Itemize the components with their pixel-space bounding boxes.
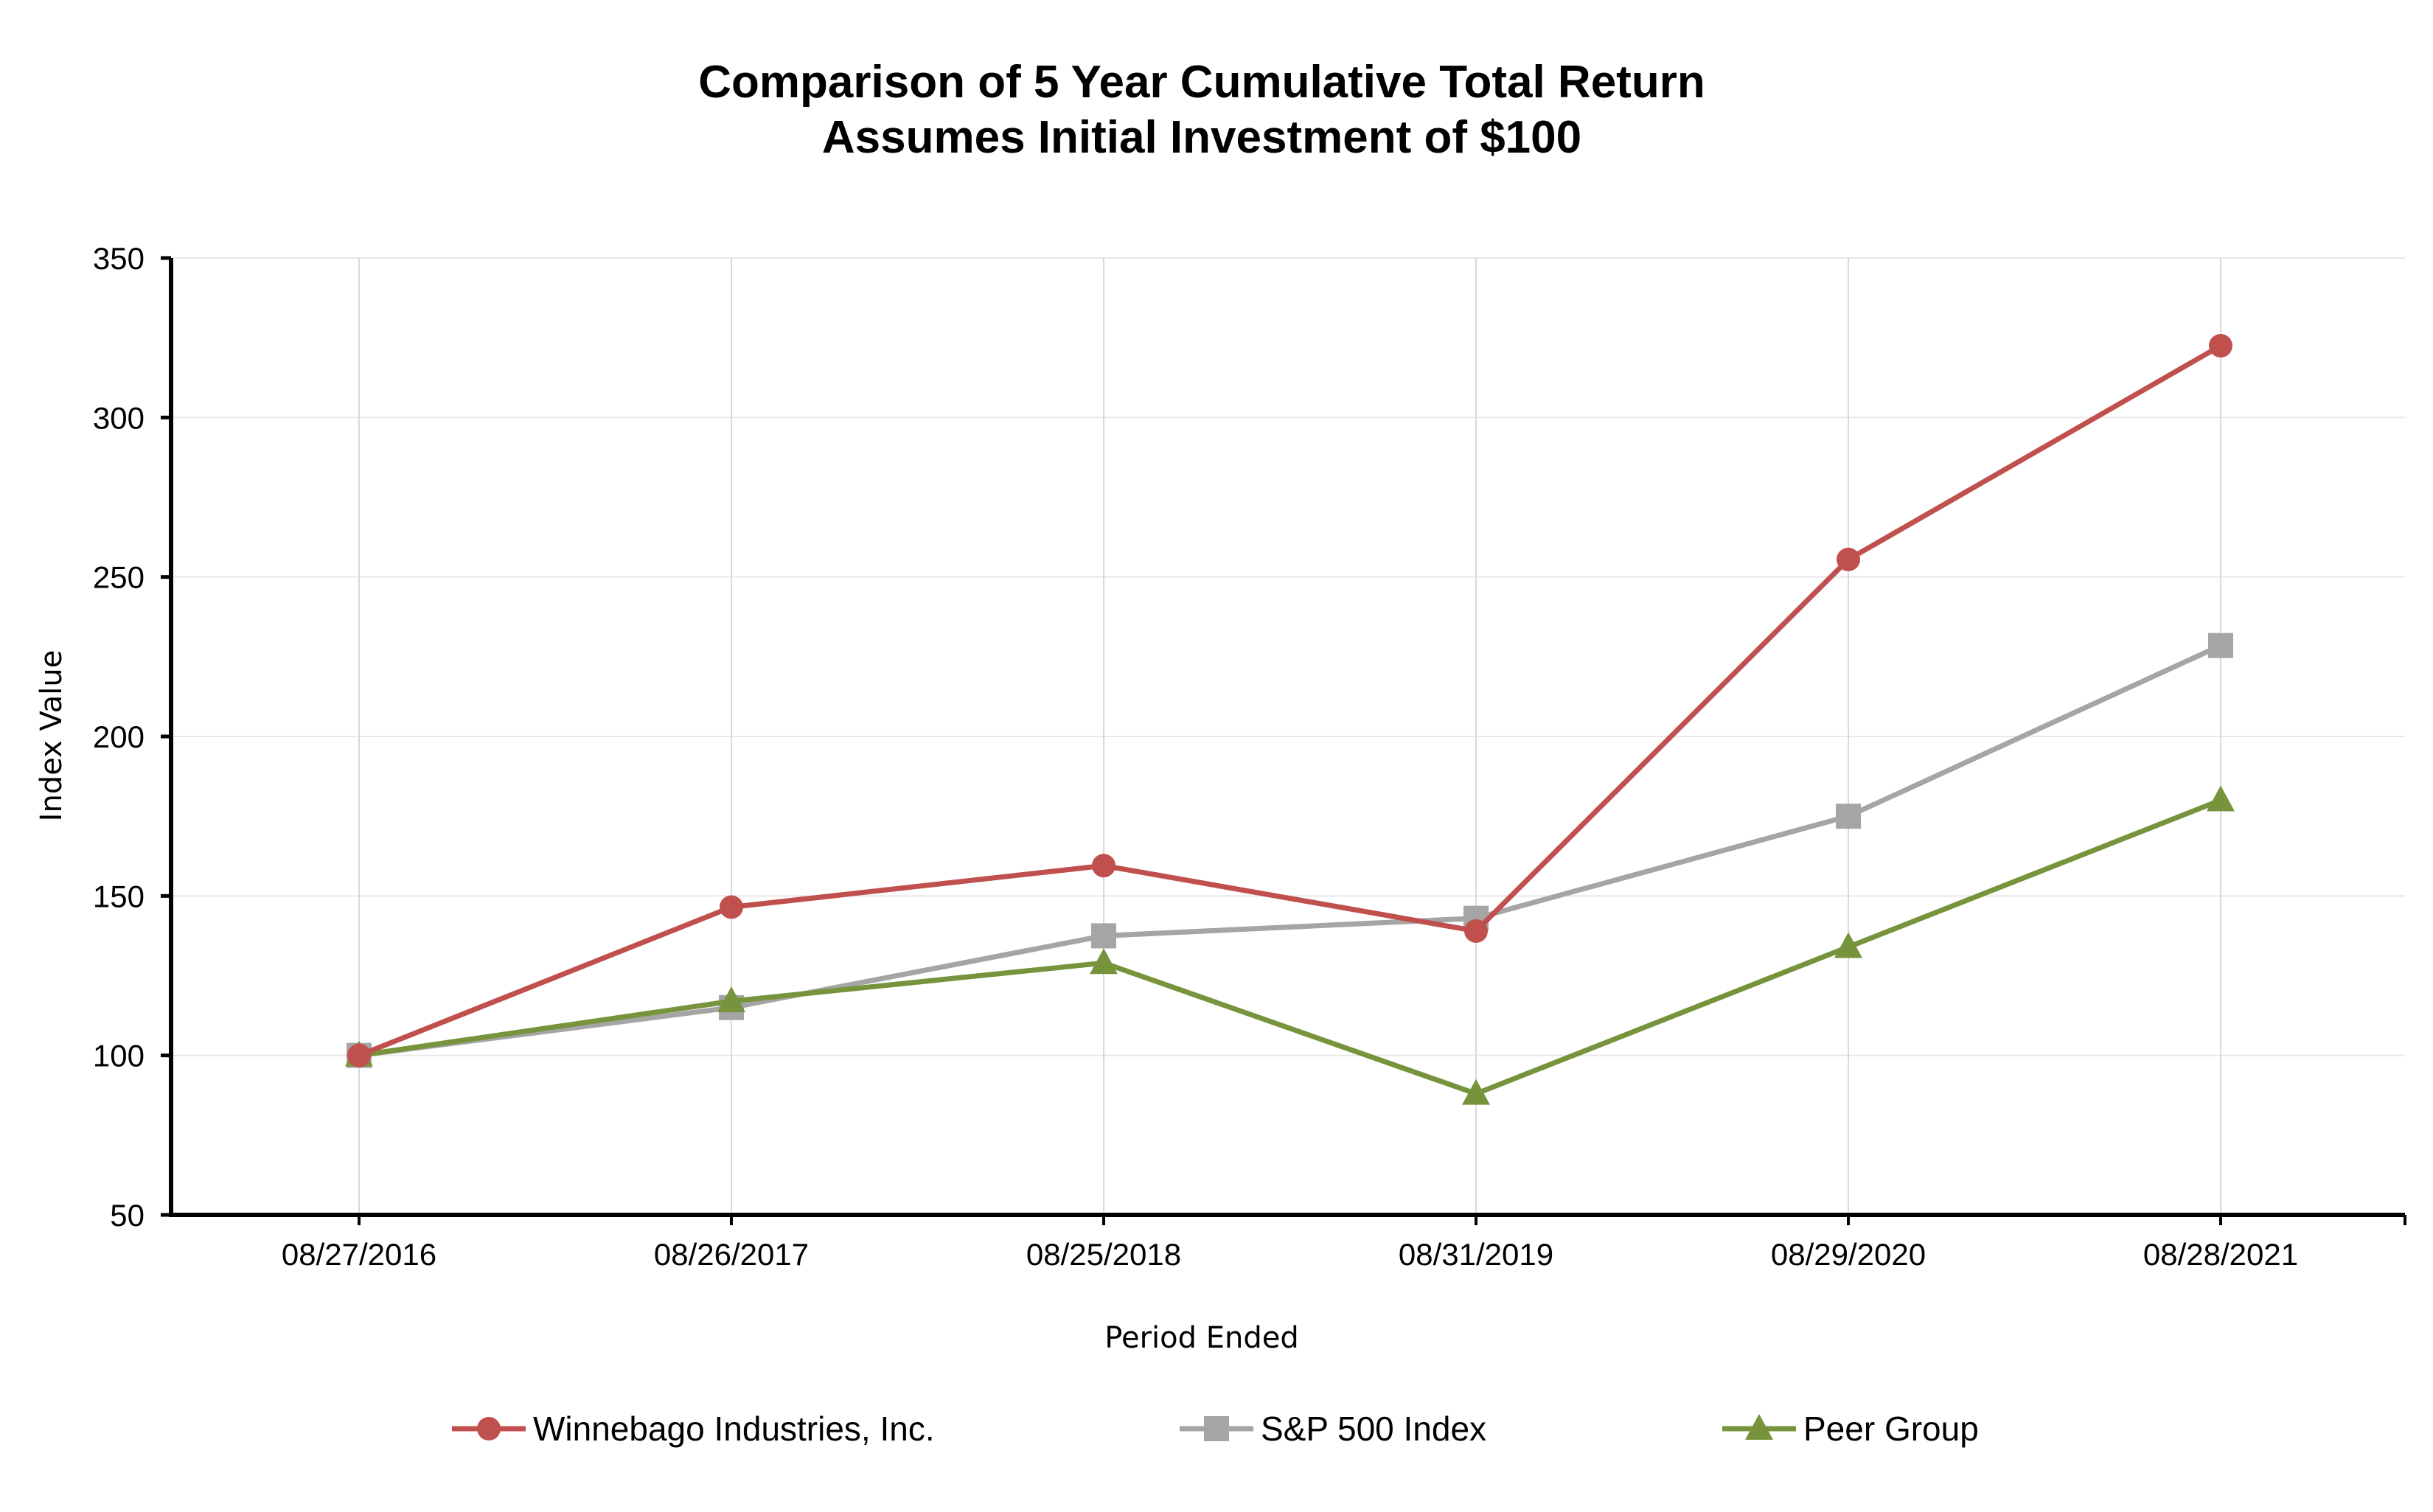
series-line [358,643,2222,1059]
data-point [2207,785,2235,812]
y-tick-label: 150 [93,879,145,913]
data-point [1091,923,1116,949]
series-0 [347,333,2232,1067]
legend-item: S&P 500 Index [1180,1410,1486,1448]
data-point [720,895,743,919]
legend-item: Peer Group [1722,1410,1979,1448]
y-tick-label: 250 [93,560,145,595]
x-tick-label: 08/28/2021 [2143,1237,2298,1272]
chart-title: Comparison of 5 Year Cumulative Total Re… [698,57,1705,108]
legend-label: S&P 500 Index [1261,1410,1486,1448]
y-tick-label: 50 [110,1198,145,1233]
series-line [358,798,2222,1097]
series [345,333,2235,1105]
x-tick-label: 08/31/2019 [1399,1237,1553,1272]
data-point [1092,854,1115,878]
y-tick-label: 300 [93,400,145,435]
x-tick-label: 08/27/2016 [282,1237,436,1272]
series-1 [347,633,2233,1068]
legend: Winnebago Industries, Inc. S&P 500 Index P… [452,1410,1979,1448]
axes: 50 100 150 200 250 300 350 08/27/2016 08/26/2017… [93,241,2406,1272]
series-2 [345,785,2235,1105]
data-point [1834,932,1862,958]
x-tick-label: 08/29/2020 [1771,1237,1926,1272]
y-tick-label: 350 [93,241,145,276]
x-tick-label: 08/25/2018 [1026,1237,1181,1272]
y-axis-title: Index Value [35,650,69,822]
x-tick-label: 08/26/2017 [654,1237,809,1272]
legend-marker [1745,1414,1773,1440]
data-point [347,1043,371,1067]
data-point [717,986,745,1013]
data-point [2209,333,2232,358]
gridlines [171,257,2405,1215]
data-point [1836,804,1861,829]
y-tick-label: 200 [93,720,145,754]
y-tick-label: 100 [93,1039,145,1073]
chart-subtitle: Assumes Initial Investment of $100 [822,112,1581,163]
x-axis-title: Period Ended [1104,1321,1298,1355]
legend-label: Peer Group [1803,1410,1979,1448]
data-point [1462,1079,1490,1105]
series-line [358,343,2222,1058]
legend-item: Winnebago Industries, Inc. [452,1410,935,1448]
data-point [1464,919,1488,943]
legend-marker [477,1417,501,1440]
legend-marker [1204,1416,1229,1441]
data-point [2208,633,2233,658]
data-point [1837,547,1860,571]
legend-label: Winnebago Industries, Inc. [533,1410,935,1448]
data-point [1090,948,1118,975]
